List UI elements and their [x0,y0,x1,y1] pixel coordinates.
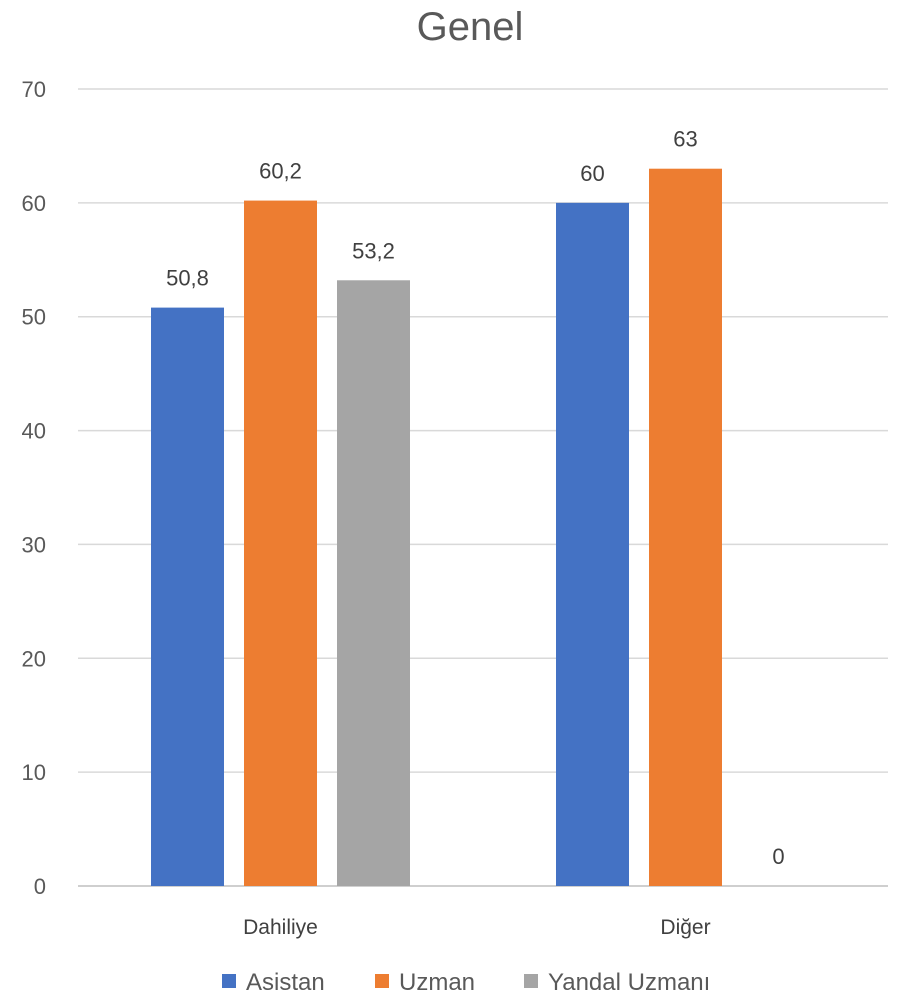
bar-diğer-2 [649,168,722,886]
legend-swatch [524,974,538,988]
bar-dahiliye-2 [244,200,317,886]
x-category-label: Dahiliye [243,916,318,939]
y-tick-label: 60 [22,191,46,216]
legend-label: Uzman [399,969,475,996]
bar-dahiliye-3 [337,280,410,886]
y-tick-label: 50 [22,305,46,330]
data-label: 0 [772,844,784,869]
x-axis: Dahiliye Diğer [243,916,710,939]
data-labels: 50,8 60,2 53,2 60 63 0 [166,127,785,869]
legend-swatch [222,974,236,988]
data-label: 60 [580,161,604,186]
legend-swatch [375,974,389,988]
y-tick-label: 10 [22,760,46,785]
bar-dahiliye-1 [151,307,224,886]
legend: Asistan Uzman Yandal Uzmanı [222,969,710,996]
x-category-label: Diğer [660,916,710,939]
y-tick-label: 0 [34,874,46,899]
data-label: 50,8 [166,266,209,291]
bars [151,168,722,886]
y-tick-label: 30 [22,532,46,557]
legend-label: Asistan [246,969,325,996]
y-axis: 0 10 20 30 40 50 60 70 [22,77,46,899]
data-label: 60,2 [259,159,302,184]
chart-title: Genel [417,5,524,49]
legend-label: Yandal Uzmanı [548,969,710,996]
data-label: 63 [673,127,697,152]
y-tick-label: 20 [22,646,46,671]
bar-diğer-1 [556,202,629,886]
data-label: 53,2 [352,238,395,263]
y-tick-label: 40 [22,419,46,444]
y-tick-label: 70 [22,77,46,102]
